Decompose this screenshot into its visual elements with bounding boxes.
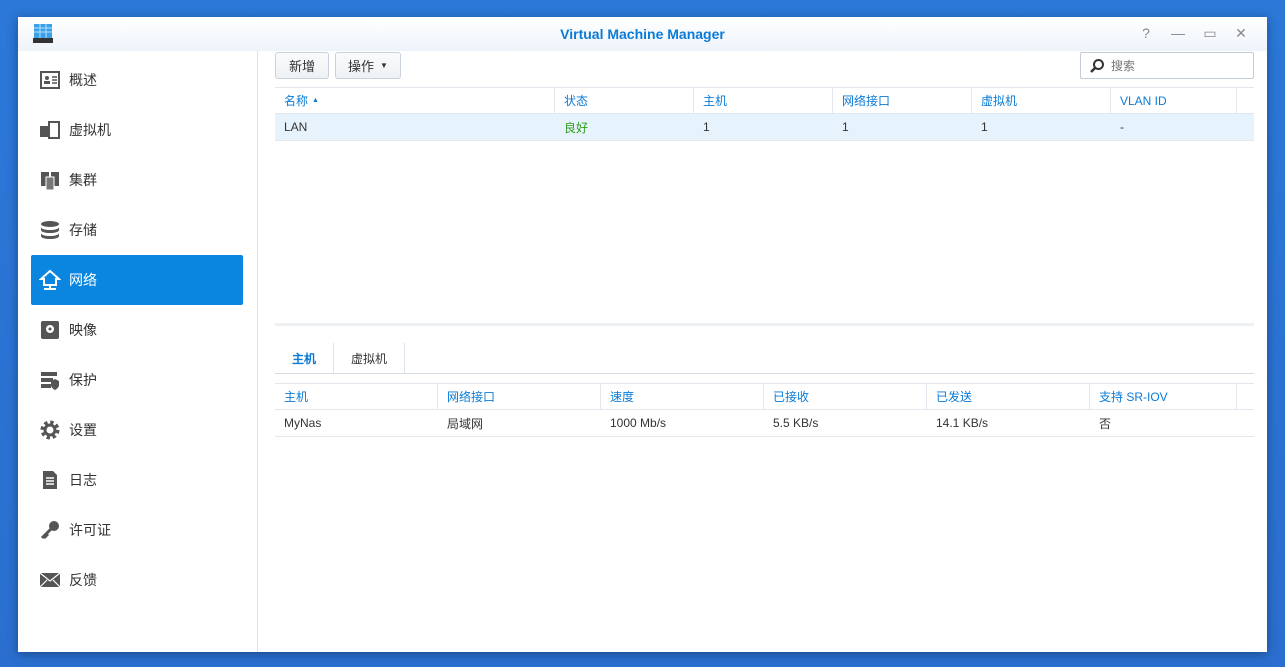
- mail-icon: [39, 569, 61, 591]
- gear-icon: [39, 419, 61, 441]
- table-cell: -: [1120, 120, 1124, 134]
- key-icon: [39, 519, 61, 541]
- sidebar-item-0[interactable]: 概述: [31, 55, 243, 105]
- sidebar-item-label: 虚拟机: [69, 122, 111, 138]
- column-header[interactable]: 虚拟机: [972, 88, 1111, 113]
- virtual-machine-icon: [39, 119, 61, 141]
- column-header-label: 已接收: [773, 390, 810, 404]
- sort-ascending-icon: ▲: [312, 97, 319, 104]
- log-icon: [39, 469, 61, 491]
- column-header[interactable]: 已发送: [927, 384, 1090, 409]
- table-header: 主机 网络接口 速度 已接收 已发送 支持 SR-IOV: [275, 383, 1254, 410]
- column-header[interactable]: 网络接口: [833, 88, 972, 113]
- sidebar-item-label: 网络: [69, 272, 97, 288]
- sidebar-item-5[interactable]: 映像: [31, 305, 243, 355]
- add-label: 新增: [288, 59, 315, 74]
- sidebar-item-3[interactable]: 存储: [31, 205, 243, 255]
- app-logo-icon: [33, 24, 53, 43]
- table-cell: 1000 Mb/s: [610, 416, 667, 430]
- app-window: Virtual Machine Manager ? — ▭ ✕ 概述 虚拟机 集群存…: [18, 17, 1267, 652]
- splitter-handle[interactable]: [275, 323, 1254, 326]
- sidebar-item-9[interactable]: 许可证: [31, 505, 243, 555]
- search-input[interactable]: [1111, 58, 1251, 73]
- title-bar: Virtual Machine Manager ? — ▭ ✕: [18, 17, 1267, 51]
- sidebar-item-label: 集群: [69, 172, 97, 188]
- table-cell: 5.5 KB/s: [773, 416, 819, 430]
- column-header-label: 已发送: [936, 390, 973, 404]
- sidebar-item-label: 日志: [69, 472, 97, 488]
- table-cell: LAN: [284, 120, 308, 134]
- table-cell: 良好: [564, 120, 589, 135]
- column-header[interactable]: 已接收: [764, 384, 927, 409]
- column-header[interactable]: 名称 ▲: [275, 88, 555, 113]
- sidebar-item-4[interactable]: 网络: [31, 255, 243, 305]
- column-header[interactable]: VLAN ID: [1111, 88, 1237, 113]
- sidebar-item-label: 许可证: [69, 522, 111, 538]
- sidebar-item-8[interactable]: 日志: [31, 455, 243, 505]
- host-table: 主机 网络接口 速度 已接收 已发送 支持 SR-IOV MyNas 局域网 1000 Mb/s…: [275, 383, 1254, 437]
- column-header[interactable]: 状态: [555, 88, 694, 113]
- action-dropdown-button[interactable]: 操作 ▼: [335, 52, 401, 79]
- sidebar-item-6[interactable]: 保护: [31, 355, 243, 405]
- close-icon[interactable]: ✕: [1235, 25, 1247, 41]
- image-icon: [39, 319, 61, 341]
- protection-icon: [39, 369, 61, 391]
- column-header-label: VLAN ID: [1120, 93, 1167, 108]
- table-cell: 1: [981, 120, 988, 134]
- sidebar-item-label: 反馈: [69, 572, 97, 588]
- table-header: 名称 ▲ 状态 主机 网络接口 虚拟机 VLAN ID: [275, 87, 1254, 114]
- tab-0[interactable]: 主机: [275, 343, 335, 373]
- action-label: 操作: [348, 59, 375, 74]
- sidebar-item-label: 存储: [69, 222, 97, 238]
- table-cell: 否: [1099, 416, 1112, 431]
- column-header[interactable]: 网络接口: [438, 384, 601, 409]
- table-row[interactable]: MyNas 局域网 1000 Mb/s 5.5 KB/s 14.1 KB/s 否: [275, 410, 1254, 437]
- overview-icon: [39, 69, 61, 91]
- network-icon: [39, 269, 61, 291]
- search-box[interactable]: [1080, 52, 1254, 79]
- network-table: 名称 ▲ 状态 主机 网络接口 虚拟机 VLAN ID LAN 良好 1 1 1 -: [275, 87, 1254, 141]
- maximize-icon[interactable]: ▭: [1203, 25, 1217, 41]
- minimize-icon[interactable]: —: [1171, 25, 1185, 41]
- column-header-label: 主机: [703, 94, 728, 108]
- table-cell: 1: [842, 120, 849, 134]
- table-cell: 1: [703, 120, 710, 134]
- sidebar-item-label: 映像: [69, 322, 97, 338]
- table-cell: 14.1 KB/s: [936, 416, 989, 430]
- help-icon[interactable]: ?: [1142, 25, 1150, 41]
- sidebar-item-label: 概述: [69, 72, 97, 88]
- sidebar-item-10[interactable]: 反馈: [31, 555, 243, 605]
- column-header-label: 支持 SR-IOV: [1099, 390, 1168, 404]
- column-header-label: 名称: [284, 94, 309, 108]
- sidebar-item-label: 设置: [69, 422, 97, 438]
- sidebar-item-2[interactable]: 集群: [31, 155, 243, 205]
- column-header[interactable]: 主机: [694, 88, 833, 113]
- column-header-label: 网络接口: [447, 390, 496, 404]
- window-title: Virtual Machine Manager: [560, 26, 725, 42]
- table-cell: 局域网: [447, 416, 484, 431]
- table-cell: MyNas: [284, 416, 322, 430]
- column-header-label: 网络接口: [842, 94, 891, 108]
- column-header[interactable]: 支持 SR-IOV: [1090, 384, 1237, 409]
- column-header[interactable]: 速度: [601, 384, 764, 409]
- storage-icon: [39, 219, 61, 241]
- column-header[interactable]: 主机: [275, 384, 438, 409]
- add-button[interactable]: 新增: [275, 52, 329, 79]
- tab-1[interactable]: 虚拟机: [334, 343, 406, 373]
- column-header-label: 虚拟机: [981, 94, 1018, 108]
- cluster-icon: [39, 169, 61, 191]
- sidebar-item-7[interactable]: 设置: [31, 405, 243, 455]
- sidebar-item-1[interactable]: 虚拟机: [31, 105, 243, 155]
- column-header-label: 状态: [564, 94, 589, 108]
- sidebar: 概述虚拟机集群存储网络映像保护设置日志许可证反馈: [18, 51, 258, 652]
- detail-tabs: 主机 虚拟机: [275, 343, 1254, 374]
- table-row[interactable]: LAN 良好 1 1 1 -: [275, 114, 1254, 141]
- column-header-label: 速度: [610, 390, 635, 404]
- caret-down-icon: ▼: [380, 61, 388, 70]
- column-header-label: 主机: [284, 390, 309, 404]
- search-icon: [1090, 58, 1104, 73]
- sidebar-item-label: 保护: [69, 372, 97, 388]
